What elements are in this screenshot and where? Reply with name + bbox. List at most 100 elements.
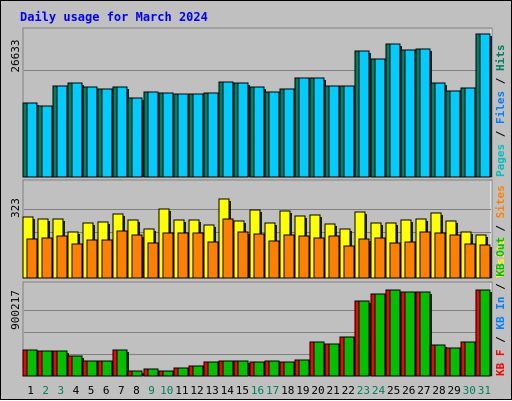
day-label-29: 29: [448, 384, 461, 397]
legend-item: Sites: [494, 185, 507, 218]
bar-kb-out-day-2: [41, 350, 53, 377]
day-label-23: 23: [357, 384, 370, 397]
bar-kb-out-day-21: [328, 343, 340, 377]
day-label-13: 13: [205, 384, 218, 397]
day-label-17: 17: [266, 384, 279, 397]
bar-files-day-26: [404, 49, 416, 178]
bar-sites-day-2: [41, 237, 53, 279]
bar-files-day-31: [479, 33, 491, 178]
bar-kb-out-day-16: [253, 361, 265, 377]
legend-kb: KB F / KB In / KB Out: [494, 237, 507, 376]
bar-files-day-2: [41, 105, 53, 178]
bar-kb-out-day-14: [222, 360, 234, 377]
bar-sites-day-17: [268, 240, 280, 279]
bar-files-day-22: [343, 85, 355, 178]
bar-kb-out-day-1: [26, 349, 38, 377]
bar-sites-day-10: [162, 232, 174, 279]
day-label-16: 16: [251, 384, 264, 397]
bar-kb-out-day-28: [434, 344, 446, 377]
bar-kb-out-day-25: [389, 289, 401, 377]
bar-files-day-5: [86, 86, 98, 178]
bar-kb-out-day-30: [464, 341, 476, 377]
bar-files-day-28: [434, 82, 446, 178]
legend-item: Visits: [494, 238, 507, 278]
bar-kb-out-day-27: [419, 291, 431, 377]
legend-separator: /: [494, 330, 507, 350]
day-label-21: 21: [327, 384, 340, 397]
legend-item: Files: [494, 91, 507, 124]
legend-item: Hits: [494, 45, 507, 72]
day-label-20: 20: [311, 384, 324, 397]
day-label-28: 28: [432, 384, 445, 397]
bar-sites-day-23: [358, 238, 370, 279]
day-label-8: 8: [133, 384, 140, 397]
bar-sites-day-1: [26, 238, 38, 279]
bar-files-day-29: [449, 90, 461, 178]
bar-kb-out-day-22: [343, 336, 355, 377]
bar-sites-day-3: [56, 235, 68, 279]
day-label-25: 25: [387, 384, 400, 397]
bar-files-day-13: [207, 92, 219, 178]
bar-files-day-20: [313, 77, 325, 178]
bar-files-day-19: [298, 77, 310, 178]
bar-sites-day-12: [192, 232, 204, 279]
legend-text-pages-files-hits: Pages / Files / Hits: [494, 45, 507, 178]
legend-text-visits-sites: Visits / Sites: [494, 185, 507, 278]
bar-files-day-9: [147, 91, 159, 178]
bar-sites-day-20: [313, 237, 325, 279]
day-label-27: 27: [417, 384, 430, 397]
day-label-2: 2: [42, 384, 49, 397]
bar-sites-day-5: [86, 239, 98, 279]
bar-kb-out-day-8: [131, 370, 143, 377]
day-label-9: 9: [148, 384, 155, 397]
legend-item: KB In: [494, 297, 507, 330]
bar-files-day-1: [26, 102, 38, 178]
bar-kb-out-day-7: [116, 349, 128, 377]
bar-kb-out-day-5: [86, 360, 98, 377]
bar-sites-day-18: [283, 234, 295, 279]
bar-kb-out-day-20: [313, 341, 325, 377]
legend-separator: /: [494, 124, 507, 144]
day-label-12: 12: [190, 384, 203, 397]
bar-files-day-3: [56, 85, 68, 178]
bar-kb-out-day-31: [479, 289, 491, 377]
bar-kb-out-day-24: [374, 293, 386, 377]
day-label-15: 15: [236, 384, 249, 397]
bar-sites-day-29: [449, 234, 461, 279]
bar-sites-day-4: [71, 243, 83, 279]
day-label-1: 1: [27, 384, 34, 397]
bar-files-day-14: [222, 81, 234, 178]
bar-kb-out-day-13: [207, 361, 219, 377]
bar-sites-day-27: [419, 231, 431, 279]
legend-visits-sites: Visits / Sites: [494, 185, 507, 278]
bar-sites-day-31: [479, 244, 491, 279]
bar-files-day-4: [71, 82, 83, 178]
bar-files-day-18: [283, 88, 295, 178]
bar-kb-out-day-26: [404, 291, 416, 377]
bar-sites-day-25: [389, 242, 401, 279]
bar-files-day-27: [419, 48, 431, 178]
day-label-4: 4: [73, 384, 80, 397]
bar-kb-out-day-9: [147, 368, 159, 377]
bar-sites-day-30: [464, 243, 476, 279]
max-label-kb: 900217: [9, 290, 22, 330]
bar-sites-day-21: [328, 235, 340, 279]
day-label-30: 30: [463, 384, 476, 397]
max-label-visits-sites: 323: [9, 198, 22, 218]
bar-sites-day-19: [298, 235, 310, 279]
bar-sites-day-8: [131, 234, 143, 279]
legend-separator: /: [494, 218, 507, 238]
day-label-31: 31: [478, 384, 491, 397]
bar-sites-day-14: [222, 218, 234, 279]
day-label-7: 7: [118, 384, 125, 397]
day-label-3: 3: [58, 384, 65, 397]
bar-kb-out-day-10: [162, 370, 174, 377]
bar-sites-day-22: [343, 245, 355, 279]
legend-item: Pages: [494, 144, 507, 177]
legend-pages-files-hits: Pages / Files / Hits: [494, 45, 507, 178]
day-label-14: 14: [221, 384, 235, 397]
bar-files-day-30: [464, 87, 476, 178]
bar-files-day-10: [162, 92, 174, 178]
